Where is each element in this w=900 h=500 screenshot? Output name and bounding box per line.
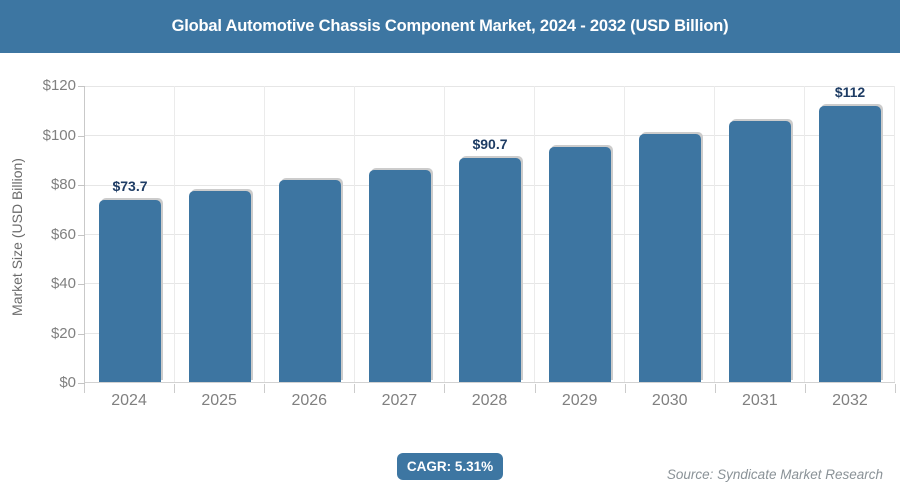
chart-area: Market Size (USD Billion) $73.7 $90.7 $112… — [0, 53, 900, 500]
source-note: Source: Syndicate Market Research — [666, 467, 883, 482]
y-tick-label: $120 — [42, 77, 76, 94]
x-tick-mark — [84, 384, 85, 393]
y-tick-mark — [78, 135, 85, 137]
x-tick-mark — [534, 384, 536, 393]
bar-2028[interactable] — [459, 158, 521, 382]
x-tick-label: 2029 — [561, 392, 598, 409]
y-tick-mark — [78, 185, 85, 186]
x-tick-label: 2028 — [471, 392, 508, 409]
bar-2031[interactable] — [729, 121, 791, 382]
plot-area: $73.7 $90.7 $112 — [84, 83, 895, 383]
bar-2030[interactable] — [639, 134, 701, 382]
x-tick-label: 2030 — [651, 392, 688, 409]
bar-2024[interactable] — [99, 200, 161, 382]
y-tick-label: $60 — [50, 225, 76, 243]
x-tick-mark — [714, 384, 716, 393]
bar-2025[interactable] — [188, 190, 251, 382]
bar-value-label: $90.7 — [472, 136, 508, 153]
y-tick-mark — [78, 234, 85, 236]
v-gridline — [534, 86, 535, 382]
v-gridline — [623, 86, 625, 382]
x-tick-mark — [624, 384, 626, 393]
v-gridline — [894, 86, 895, 382]
bar-2027[interactable] — [369, 169, 431, 382]
x-tick-label: 2027 — [381, 392, 418, 409]
v-gridline — [714, 86, 715, 382]
v-gridline — [803, 86, 805, 382]
x-tick-mark — [444, 384, 446, 393]
v-gridline — [353, 86, 355, 382]
y-tick-label: $80 — [50, 176, 76, 193]
x-tick-label: 2031 — [742, 392, 778, 409]
y-tick-mark — [78, 86, 85, 87]
y-tick-label: $40 — [50, 275, 76, 292]
chart-title: Global Automotive Chassis Component Mark… — [171, 17, 729, 35]
x-tick-label: 2025 — [201, 392, 237, 409]
h-gridline — [85, 135, 895, 137]
x-tick-mark — [895, 384, 896, 393]
x-tick-mark — [264, 384, 266, 393]
bar-2032[interactable] — [819, 105, 881, 382]
x-tick-label: 2026 — [291, 392, 328, 409]
v-gridline — [173, 86, 175, 382]
x-tick-mark — [354, 384, 356, 393]
x-tick-label: 2024 — [111, 392, 147, 409]
h-gridline — [85, 86, 895, 87]
v-gridline — [443, 86, 445, 382]
y-tick-label: $20 — [50, 324, 76, 342]
bar-value-label: $112 — [834, 83, 866, 100]
y-tick-label: $0 — [59, 374, 76, 391]
y-tick-label: $100 — [42, 126, 76, 144]
x-tick-mark — [174, 384, 176, 393]
bar-value-label: $73.7 — [112, 178, 148, 195]
y-tick-mark — [78, 383, 85, 384]
chart-title-banner: Global Automotive Chassis Component Mark… — [0, 0, 900, 53]
y-tick-mark — [78, 333, 85, 335]
v-gridline — [263, 86, 265, 382]
x-tick-mark — [804, 384, 806, 393]
bar-2029[interactable] — [549, 146, 611, 382]
x-tick-label: 2032 — [832, 392, 868, 409]
bar-2026[interactable] — [279, 180, 341, 382]
y-tick-mark — [78, 284, 85, 285]
cagr-badge: CAGR: 5.31% — [397, 453, 503, 480]
